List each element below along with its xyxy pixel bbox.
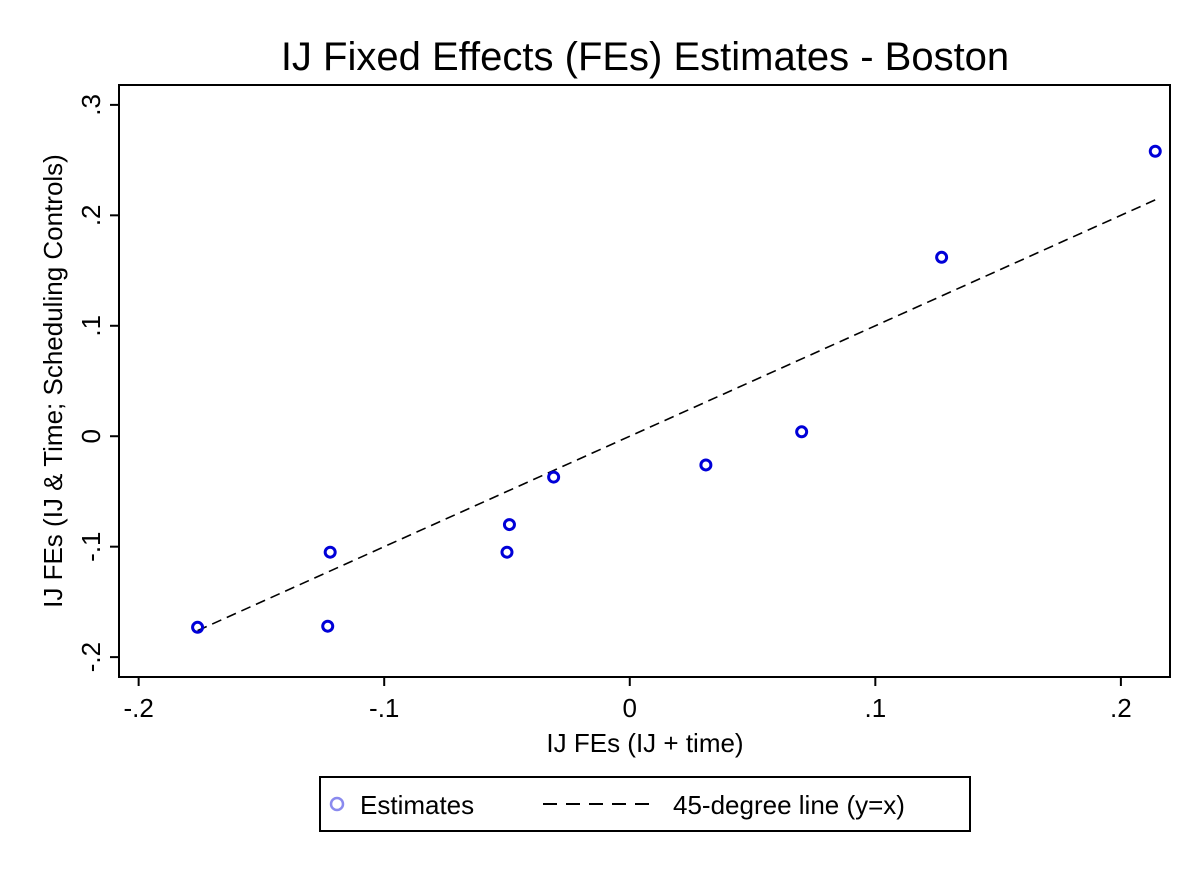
- y-tick-label: .2: [76, 204, 106, 226]
- data-point: [547, 470, 561, 484]
- data-point: [321, 619, 335, 633]
- x-tick-label: -.1: [369, 693, 399, 723]
- y-tick-label: -.1: [76, 531, 106, 561]
- data-point: [795, 425, 809, 439]
- legend: Estimates 45-degree line (y=x): [319, 776, 971, 832]
- legend-label-45-degree-line: 45-degree line (y=x): [673, 790, 905, 820]
- y-tick-label: -.2: [76, 642, 106, 672]
- legend-label-estimates: Estimates: [360, 790, 474, 820]
- y-tick-label: .3: [76, 94, 106, 116]
- data-point: [1148, 144, 1162, 158]
- y-tick-label: .1: [76, 315, 106, 337]
- y-tick-label: 0: [76, 429, 106, 443]
- x-tick-label: -.2: [123, 693, 153, 723]
- points-layer: [191, 144, 1162, 634]
- x-tick-label: .2: [1110, 693, 1132, 723]
- x-tick-label: .1: [864, 693, 886, 723]
- data-point: [323, 545, 337, 559]
- x-axis-label: IJ FEs (IJ + time): [546, 728, 743, 758]
- y-axis-label: IJ FEs (IJ & Time; Scheduling Controls): [38, 154, 68, 608]
- x-axis: -.2 -.1 0 .1 .2: [123, 677, 1132, 723]
- data-point: [502, 518, 516, 532]
- legend-marker-estimates: [329, 796, 345, 812]
- chart-title: IJ Fixed Effects (FEs) Estimates - Bosto…: [281, 35, 1009, 79]
- data-point: [699, 458, 713, 472]
- plot-area: [118, 84, 1171, 678]
- y-axis: -.2 -.1 0 .1 .2 .3: [76, 94, 119, 672]
- data-point: [935, 250, 949, 264]
- data-point: [500, 545, 514, 559]
- data-point: [191, 620, 205, 634]
- x-tick-label: 0: [623, 693, 637, 723]
